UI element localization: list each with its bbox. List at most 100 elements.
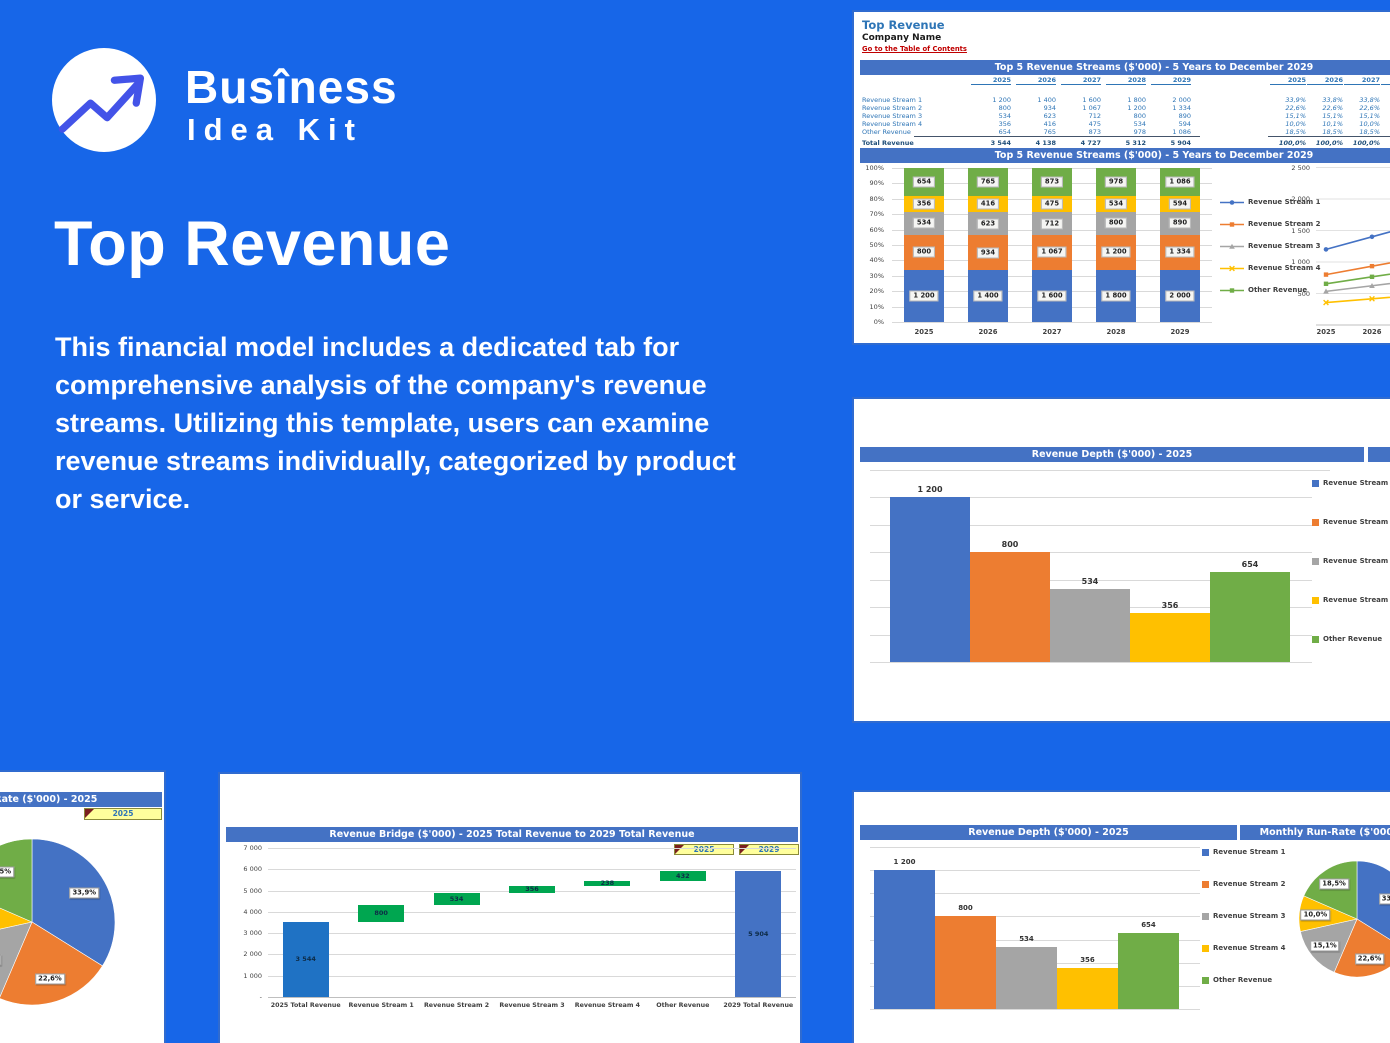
- pie-slice: [31, 838, 116, 967]
- legend-swatch: [1202, 945, 1209, 952]
- waterfall-bar: [358, 904, 405, 922]
- year-input-value: 2025: [112, 809, 134, 818]
- waterfall-bar: [584, 880, 631, 886]
- legend-label: Revenue Stream 4: [1248, 264, 1321, 272]
- table-cell: 2 000: [1172, 96, 1191, 104]
- axis-label: -: [259, 993, 262, 1001]
- bar: [1210, 572, 1290, 662]
- table-cell: 22,6%: [1285, 104, 1306, 112]
- legend-swatch: [1312, 480, 1319, 487]
- bar-value-label: 3 544: [295, 955, 316, 964]
- segment-value-label: 873: [1040, 176, 1064, 188]
- pie-chart: 33,9%22,6%15,1%10,0%18,5%: [854, 792, 1390, 1043]
- year-header: 2029: [1151, 76, 1191, 85]
- grid-line: [268, 911, 796, 913]
- axis-label: 70%: [869, 210, 884, 219]
- pie-slice-label: 15,1%: [1310, 940, 1340, 952]
- legend-marker-icon: [1220, 200, 1244, 205]
- year-header: 2028: [1106, 76, 1146, 85]
- axis-label: 60%: [869, 225, 884, 234]
- pie-slice: [1303, 860, 1358, 920]
- year-header: 2026: [1016, 76, 1056, 85]
- table-cell: 18,5%: [1322, 128, 1343, 136]
- segment-value-label: 2 000: [1165, 290, 1195, 302]
- table-cell: 800: [1133, 112, 1146, 120]
- axis-label: 1 000: [243, 971, 262, 980]
- chart-title-bar: Monthly Run-Rate ($'000) - 2025: [1240, 825, 1390, 840]
- segment-value-label: 1 600: [1037, 290, 1067, 302]
- waterfall-chart: 3 544 800 534 356 238 432 5 904: [268, 848, 796, 998]
- bar-value-label: 800: [1001, 540, 1019, 550]
- table-cell: 623: [1043, 112, 1056, 120]
- segment-value-label: 890: [1168, 217, 1192, 229]
- year-header: 2026: [1307, 76, 1343, 85]
- table-cell: 712: [1088, 112, 1101, 120]
- segment-value-label: 1 800: [1101, 290, 1131, 302]
- bar-value-label: 1 200: [893, 858, 916, 867]
- stacked-chart-y-axis: 0% 10% 20% 30% 40% 50% 60% 70% 80% 90% 100%: [854, 162, 888, 332]
- pie-slice-label: 18,5%: [0, 866, 15, 878]
- legend-label: Other Revenue: [1323, 635, 1383, 643]
- bar-value-label: 5 904: [748, 930, 769, 939]
- chart-title-bar: Top 5 Revenue Streams ($'000) - 5 Years …: [860, 148, 1390, 163]
- segment-value-label: 594: [1168, 198, 1192, 210]
- grid-line: [870, 893, 1200, 895]
- table-cell: 1 400: [1037, 96, 1056, 104]
- chart-title-bar: Revenue Depth ($'000) - 2025: [860, 447, 1364, 462]
- row-label: Revenue Stream 4: [862, 120, 923, 128]
- pie-chart: 33,9%22,6%15,1%10,0%18,5%: [0, 772, 164, 1043]
- table-cell: 22,6%: [1359, 104, 1380, 112]
- row-label: Revenue Stream 2: [862, 104, 923, 112]
- year-header: 2027: [1061, 76, 1101, 85]
- legend-label: Revenue Stream 2: [1248, 220, 1321, 228]
- table-cell: 1 800: [1127, 96, 1146, 104]
- grid-line: [268, 869, 796, 871]
- trending-up-arrow-icon: [58, 74, 145, 133]
- year-to-value: 2029: [758, 845, 780, 854]
- axis-label: Revenue Stream 3: [499, 1002, 565, 1009]
- axis-label: 90%: [869, 179, 884, 188]
- excel-panel-revenue-bridge: Revenue Bridge ($'000) - 2025 Total Reve…: [218, 772, 802, 1043]
- bar: [970, 552, 1050, 662]
- pie-slice-label: 22,6%: [35, 973, 65, 985]
- grid-line: [870, 662, 1330, 663]
- year-to-input-cell[interactable]: 2029: [739, 844, 799, 855]
- table-cell: 33,8%: [1322, 96, 1343, 104]
- table-cell: 18,5%: [1377, 128, 1390, 136]
- grid-line: [870, 579, 1330, 581]
- pie-slice: [0, 921, 33, 998]
- chart-title-bar: Revenue Bridge ($'000) - 2025 Total Reve…: [226, 827, 798, 842]
- table-cell: 890: [1178, 112, 1191, 120]
- chart-legend: Revenue Stream 1 Revenue Stream 2 Revenue …: [1312, 479, 1390, 679]
- input-cell-flag-icon: [85, 809, 94, 818]
- table-cell: 15,1%: [1322, 112, 1343, 120]
- axis-label: 50%: [869, 241, 884, 249]
- bar: [1057, 967, 1118, 1009]
- axis-label: 2029 Total Revenue: [723, 1002, 794, 1009]
- bar-value-label: 1 200: [917, 485, 943, 495]
- table-cell: 5 312: [1125, 139, 1146, 147]
- table-of-contents-link[interactable]: Go to the Table of Contents: [862, 45, 967, 53]
- segment-value-label: 1 067: [1037, 246, 1067, 258]
- sheet-title: Top Revenue: [862, 18, 945, 32]
- axis-label: 30%: [869, 271, 884, 280]
- grid-line: [268, 954, 796, 956]
- table-cell: 978: [1133, 128, 1146, 136]
- waterfall-bar: [735, 871, 782, 997]
- legend-label: Other Revenue: [1213, 976, 1273, 984]
- year-header: 2028: [1381, 76, 1390, 85]
- axis-line: [268, 997, 796, 998]
- pie-slice: [0, 907, 33, 930]
- table-cell: 22,6%: [1322, 104, 1343, 112]
- total-label: Total Revenue: [862, 139, 914, 147]
- axis-label: 7 000: [243, 844, 262, 852]
- year-from-input-cell[interactable]: 2025: [674, 844, 734, 855]
- year-input-cell[interactable]: 2025: [84, 808, 162, 820]
- grid-line: [870, 497, 1330, 499]
- table-cell: 100,0%: [1278, 139, 1306, 147]
- table-cell: 10,0%: [1285, 120, 1306, 128]
- title-bar-continuation: [1368, 447, 1390, 462]
- legend-marker-icon: [1220, 243, 1244, 249]
- table-cell: 33,9%: [1377, 96, 1390, 104]
- bar: [935, 916, 996, 1009]
